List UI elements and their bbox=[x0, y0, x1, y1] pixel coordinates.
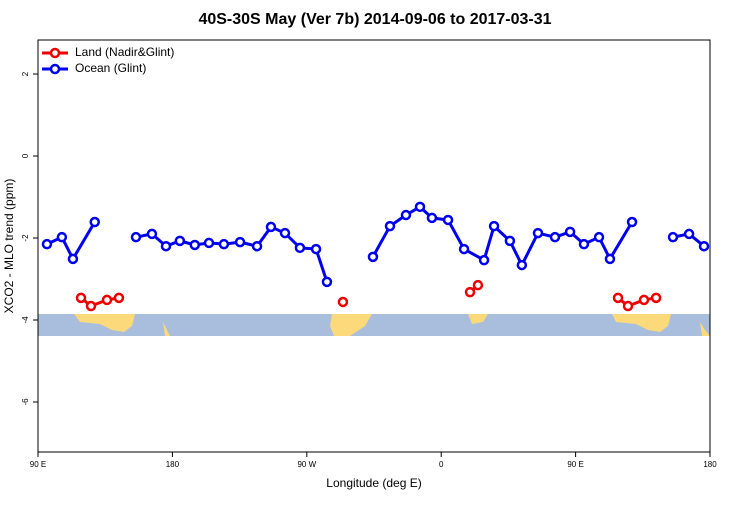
point bbox=[578, 238, 590, 250]
x-tick-label: 90 E bbox=[30, 460, 46, 469]
point bbox=[516, 259, 528, 271]
point bbox=[251, 240, 263, 252]
y-tick-label: -6 bbox=[21, 398, 30, 406]
point bbox=[310, 243, 322, 255]
point bbox=[203, 237, 215, 249]
y-axis-label: XCO2 - MLO trend (ppm) bbox=[2, 179, 16, 314]
point bbox=[67, 253, 79, 265]
point bbox=[189, 239, 201, 251]
point bbox=[488, 220, 500, 232]
land-australia bbox=[74, 314, 135, 332]
point bbox=[683, 228, 695, 240]
point bbox=[321, 276, 333, 288]
point bbox=[218, 238, 230, 250]
point bbox=[56, 231, 68, 243]
point bbox=[113, 292, 125, 304]
point bbox=[367, 251, 379, 263]
y-tick-label: -4 bbox=[21, 316, 30, 324]
point bbox=[593, 231, 605, 243]
point bbox=[564, 226, 576, 238]
point bbox=[279, 227, 291, 239]
land-australia-2 bbox=[612, 314, 671, 332]
x-tick-label: 180 bbox=[166, 460, 180, 469]
legend-marker bbox=[49, 47, 61, 59]
x-tick-label: 180 bbox=[703, 460, 717, 469]
point bbox=[504, 235, 516, 247]
point bbox=[698, 240, 710, 252]
point bbox=[75, 292, 87, 304]
point bbox=[85, 300, 97, 312]
x-tick-label: 90 E bbox=[567, 460, 583, 469]
point bbox=[472, 279, 484, 291]
y-tick-label: 2 bbox=[21, 71, 30, 76]
legend-marker bbox=[49, 63, 61, 75]
y-tick-label: -2 bbox=[21, 234, 30, 242]
point bbox=[442, 214, 454, 226]
x-tick-label: 90 W bbox=[297, 460, 316, 469]
point bbox=[89, 216, 100, 228]
land-nz bbox=[163, 322, 170, 336]
chart-title: 40S-30S May (Ver 7b) 2014-09-06 to 2017-… bbox=[198, 11, 551, 28]
point bbox=[400, 209, 412, 221]
land-africa bbox=[468, 314, 488, 324]
point bbox=[667, 231, 679, 243]
legend-label: Land (Nadir&Glint) bbox=[75, 45, 174, 59]
point bbox=[638, 294, 650, 306]
point bbox=[414, 201, 426, 213]
map-strip bbox=[38, 314, 710, 336]
point bbox=[101, 294, 113, 306]
point bbox=[604, 253, 616, 265]
point bbox=[146, 228, 158, 240]
x-axis-label: Longitude (deg E) bbox=[326, 476, 421, 490]
land-nz-2 bbox=[700, 322, 710, 336]
point bbox=[294, 242, 306, 254]
point bbox=[478, 254, 490, 266]
point bbox=[622, 300, 634, 312]
land-south-america bbox=[330, 314, 372, 336]
point bbox=[265, 221, 277, 233]
x-tick-label: 0 bbox=[439, 460, 444, 469]
point bbox=[234, 236, 246, 248]
point bbox=[160, 240, 172, 252]
point bbox=[650, 292, 662, 304]
legend-label: Ocean (Glint) bbox=[75, 61, 146, 75]
series-line bbox=[46, 204, 705, 283]
point bbox=[626, 216, 638, 228]
y-tick-label: 0 bbox=[21, 153, 30, 158]
series-line bbox=[80, 284, 657, 308]
point bbox=[532, 227, 544, 239]
point bbox=[174, 235, 186, 247]
point bbox=[384, 220, 396, 232]
point bbox=[337, 296, 349, 308]
point bbox=[130, 231, 142, 243]
point bbox=[426, 212, 438, 224]
point bbox=[458, 243, 470, 255]
plot-frame bbox=[37, 39, 711, 453]
point bbox=[549, 231, 561, 243]
point bbox=[464, 286, 476, 298]
point bbox=[41, 238, 53, 250]
ocean-band bbox=[38, 314, 710, 336]
point bbox=[612, 292, 624, 304]
